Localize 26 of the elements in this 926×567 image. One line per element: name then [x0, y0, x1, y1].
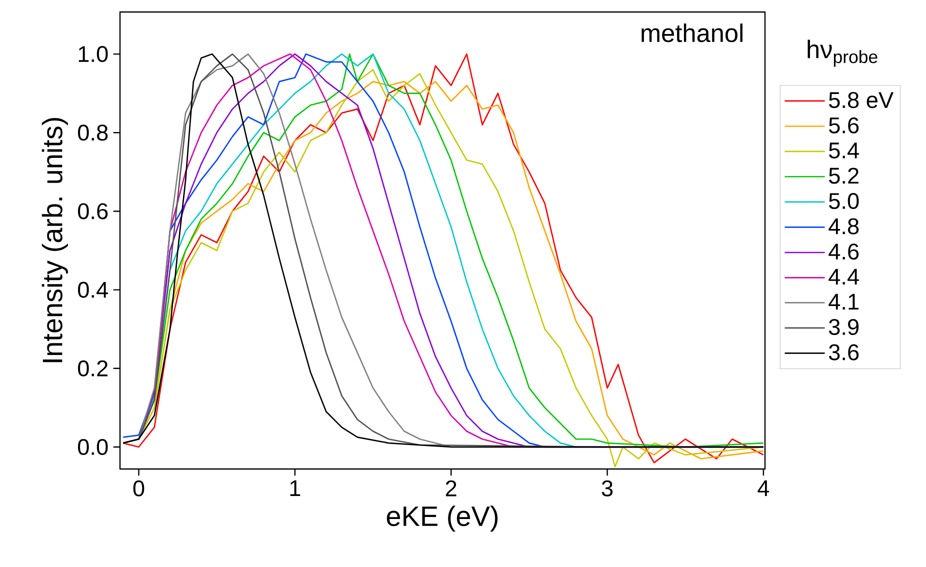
- y-axis-title: Intensity (arb. units): [42, 118, 68, 362]
- legend-label: 4.4: [828, 268, 859, 284]
- legend-label: 3.9: [828, 318, 859, 336]
- legend-label: 4.1: [828, 294, 858, 310]
- legend-label: 3.6: [828, 344, 859, 360]
- legend-label: 5.4: [828, 142, 859, 158]
- y-tick-label: 0.2: [78, 360, 108, 376]
- annotation: methanol: [642, 24, 742, 42]
- legend-label: 5.8 eV: [828, 92, 894, 108]
- legend-label: 5.6: [828, 117, 859, 134]
- legend-label: 4.8: [828, 218, 859, 234]
- y-tick-label: 1.0: [78, 46, 108, 62]
- y-tick-label: 0.6: [78, 203, 108, 220]
- y-tick-label: 0.4: [78, 282, 108, 298]
- x-tick-label: 2: [446, 480, 456, 496]
- y-tick-label: 0.0: [78, 438, 108, 456]
- legend-label: 4.6: [828, 244, 859, 260]
- x-tick-label: 3: [602, 480, 613, 496]
- legend-label: 5.2: [828, 168, 858, 184]
- legend-label: 5.0: [828, 192, 859, 210]
- y-tick-label: 0.8: [78, 124, 108, 141]
- x-tick-label: 1: [290, 480, 300, 496]
- x-tick-label: 0: [133, 480, 144, 496]
- x-tick-label: 4: [758, 480, 770, 496]
- legend-title: hν$_{probe}$: [808, 40, 878, 67]
- x-axis-title: eKE (eV): [386, 506, 498, 532]
